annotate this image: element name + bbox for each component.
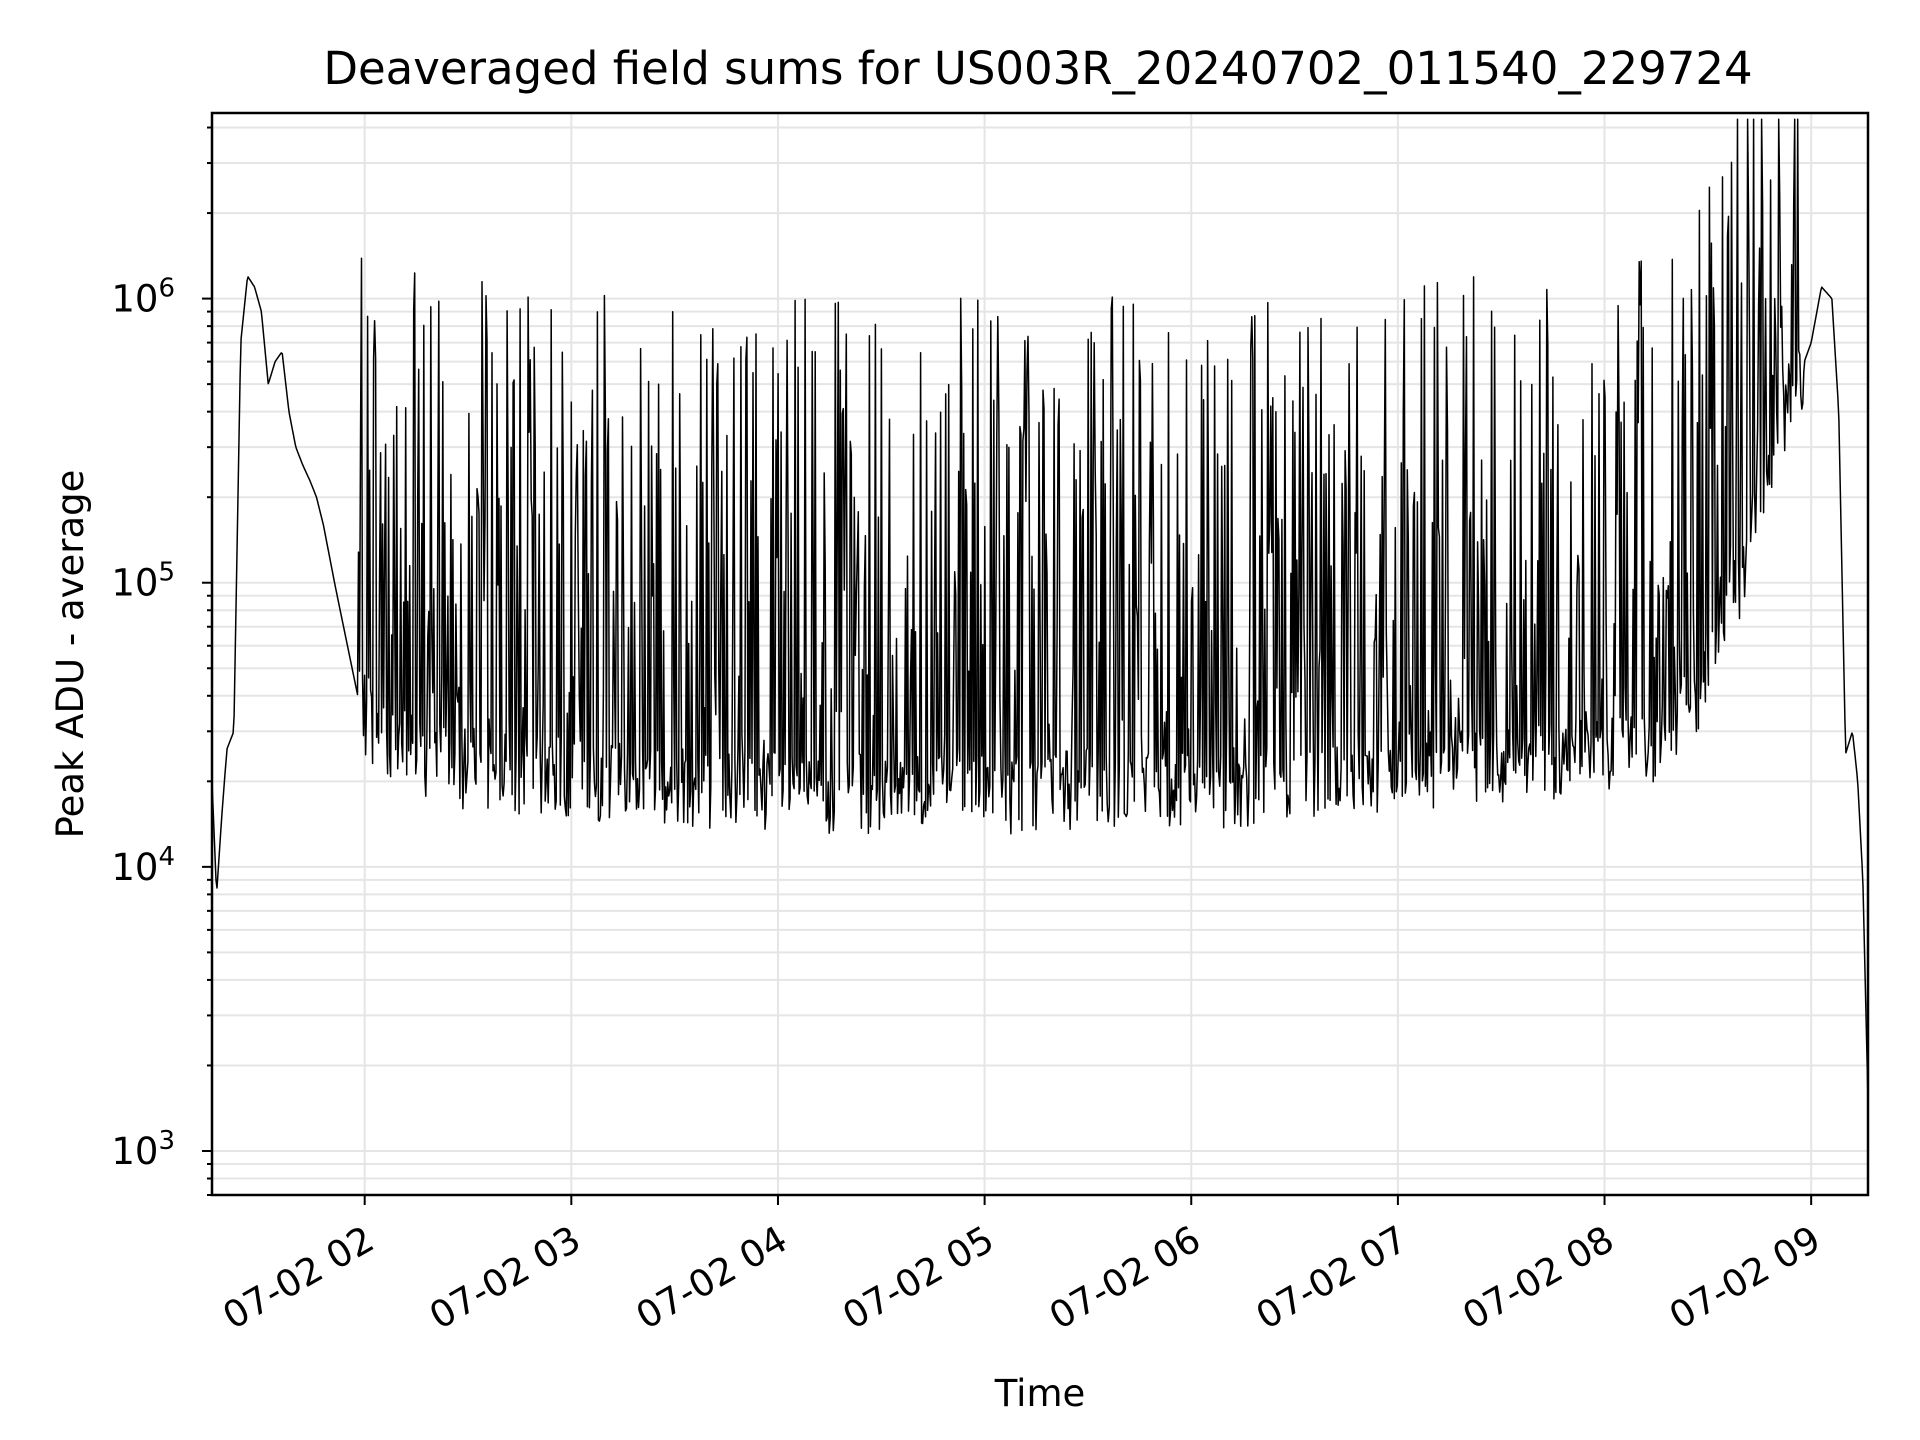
x-tick-label: 07-02 08 [1455,1218,1621,1338]
data-series-line [211,118,1869,1102]
y-tick-label: 104 [111,842,175,889]
plot-frame [210,111,1870,1197]
x-tick-label: 07-02 07 [1249,1218,1415,1338]
y-tick-label: 106 [111,274,175,321]
y-tick-label: 103 [111,1126,175,1173]
x-tick-label: 07-02 02 [216,1218,382,1338]
x-tick-label: 07-02 06 [1042,1218,1208,1338]
y-axis-ticks: 103 104 105 106 [111,126,212,1196]
y-axis-label: Peak ADU - average [49,470,92,839]
y-tick-label: 105 [111,558,175,605]
x-tick-label: 07-02 05 [836,1218,1002,1338]
x-tick-label: 07-02 03 [422,1218,588,1338]
chart-title: Deaveraged field sums for US003R_2024070… [323,42,1752,95]
x-axis-label: Time [994,1372,1086,1415]
x-tick-label: 07-02 09 [1662,1218,1828,1338]
x-tick-label: 07-02 04 [629,1218,795,1338]
x-gridlines [363,113,1813,1195]
x-axis-ticks: 07-02 02 07-02 03 07-02 04 07-02 05 07-02 06… [216,1195,1828,1338]
